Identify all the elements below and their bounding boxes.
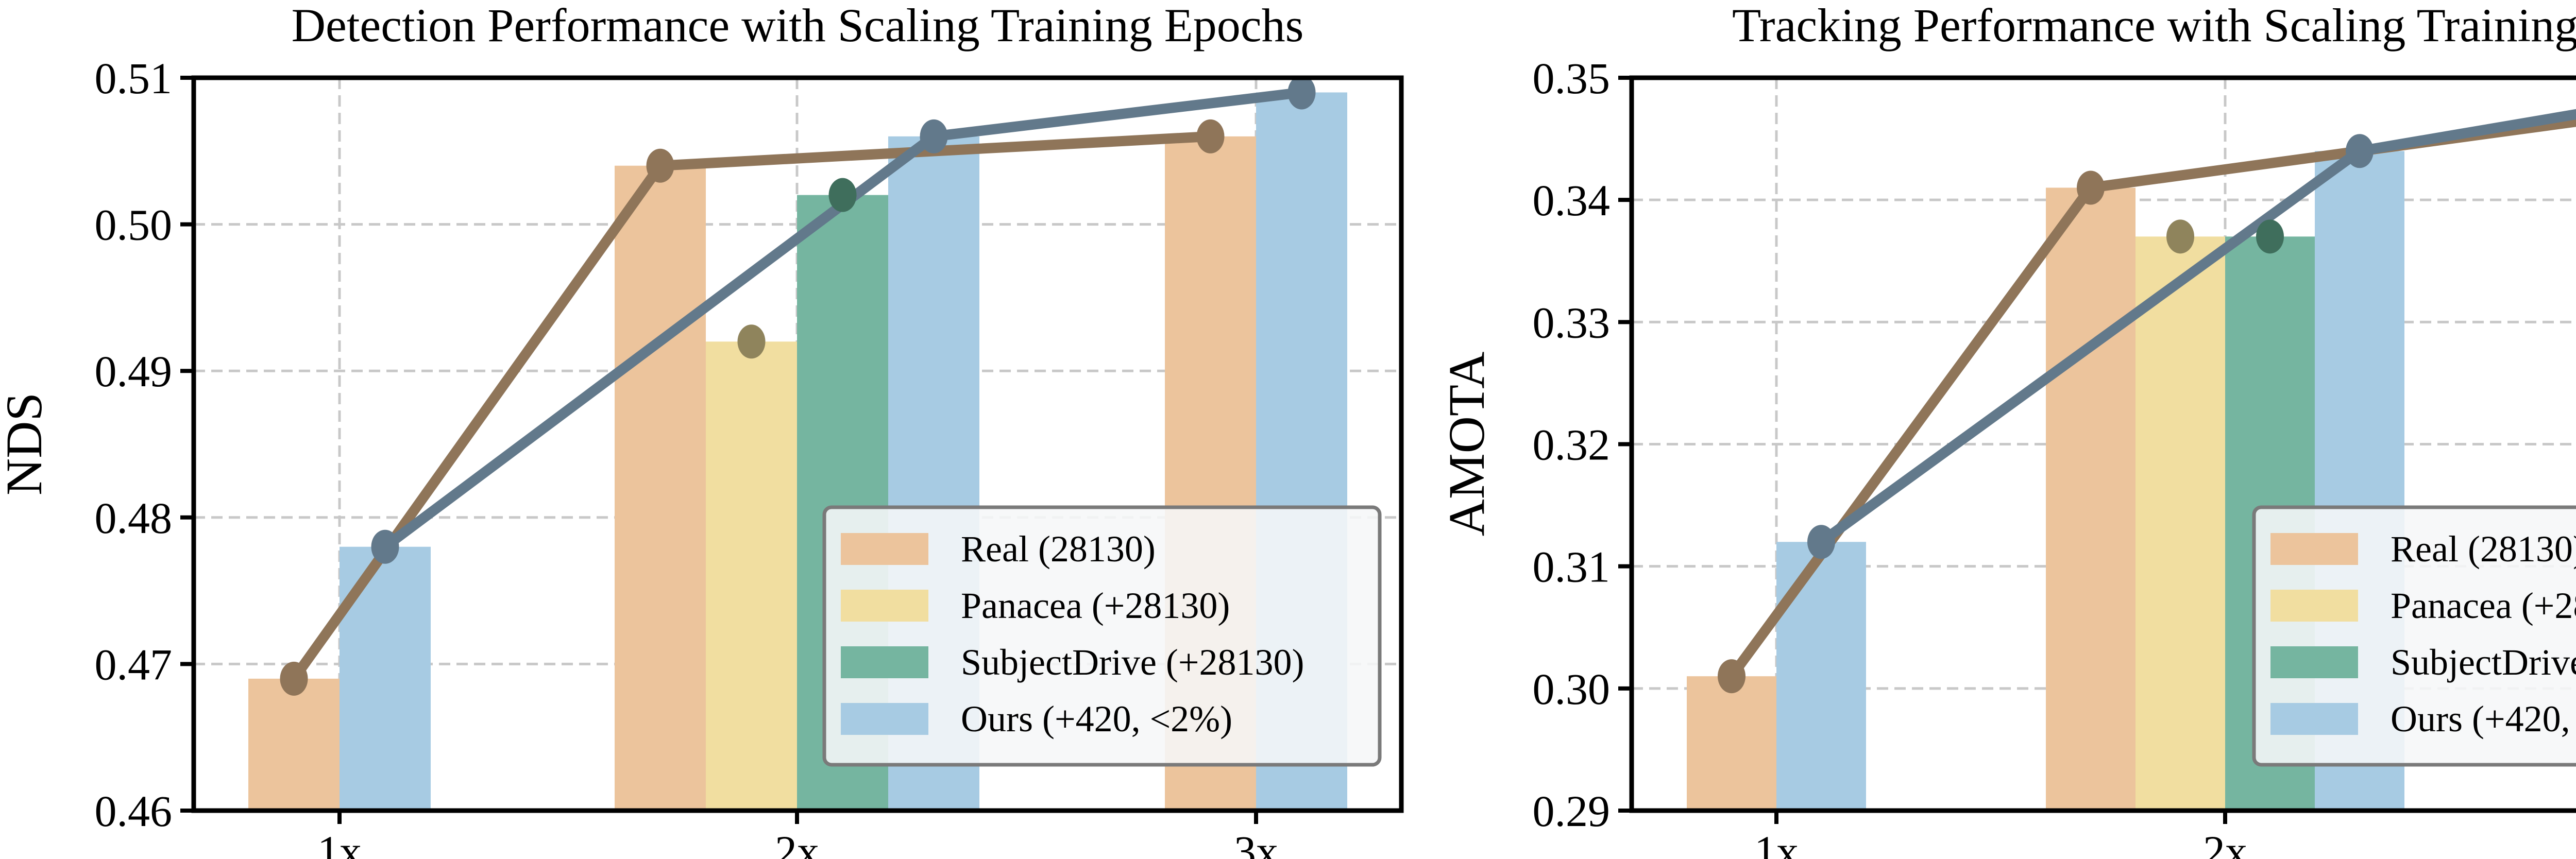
x-tick-label: 1x (317, 827, 362, 859)
marker-real-1x (1718, 659, 1745, 694)
y-tick-label: 0.35 (1533, 54, 1611, 103)
y-tick-label: 0.50 (95, 200, 173, 250)
chart-title: Detection Performance with Scaling Train… (292, 0, 1304, 51)
legend-label-subjectdrive: SubjectDrive (+28130) (961, 642, 1304, 683)
y-tick-label: 0.49 (95, 347, 173, 396)
legend: Real (28130) Panacea (+28130) SubjectDrive… (2252, 505, 2576, 767)
x-tick-label: 1x (1754, 827, 1799, 859)
y-tick-label: 0.32 (1533, 420, 1611, 470)
legend-swatch-panacea (841, 590, 928, 622)
legend-swatch-ours (841, 703, 928, 735)
marker-ours-2x (2346, 134, 2374, 168)
bar-real-2x (615, 165, 706, 811)
marker-ours-1x (1807, 525, 1835, 559)
marker-real-1x (280, 661, 308, 696)
y-tick-label: 0.31 (1533, 542, 1611, 592)
marker-real-2x (2077, 170, 2105, 205)
bar-real-1x (248, 678, 340, 811)
y-tick-label: 0.51 (95, 54, 173, 103)
bar-ours-1x (340, 546, 431, 811)
chart-title: Tracking Performance with Scaling Traini… (1732, 0, 2576, 51)
legend-swatch-real (2270, 533, 2358, 565)
markers (280, 75, 1316, 696)
legend-label-ours: Ours (+420, <2%) (961, 698, 1232, 740)
marker-real-3x (1196, 119, 1225, 153)
detection-chart: Detection Performance with Scaling Train… (0, 0, 1404, 859)
marker-ours-1x (371, 529, 399, 564)
y-tick-label: 0.29 (1533, 786, 1611, 836)
marker-panacea-2x (737, 324, 766, 359)
legend-box (822, 505, 1382, 767)
markers (1718, 134, 2374, 694)
y-tick-label: 0.33 (1533, 298, 1611, 347)
bar-real-2x (2046, 187, 2136, 811)
marker-ours-3x (1287, 75, 1316, 110)
legend-label-panacea: Panacea (+28130) (961, 585, 1230, 626)
legend-label-ours: Ours (+420, <2%) (2391, 698, 2576, 740)
legend-swatch-panacea (2270, 590, 2358, 622)
marker-real-2x (646, 148, 674, 183)
y-tick-label: 0.30 (1533, 664, 1611, 714)
y-axis-label: NDS (0, 392, 53, 495)
legend: Real (28130) Panacea (+28130) SubjectDrive… (822, 505, 1382, 767)
bar-ours-1x (1776, 542, 1866, 811)
legend-label-panacea: Panacea (+28130) (2391, 585, 2576, 626)
x-tick-label: 3x (1234, 827, 1278, 859)
x-tick-label: 2x (2203, 827, 2247, 859)
axes: 0.46 0.47 0.48 0.49 0.50 0.51 1x 2x 3x (95, 54, 1404, 859)
legend-label-subjectdrive: SubjectDrive (+28130) (2391, 642, 2576, 683)
bar-panacea-2x (2136, 236, 2225, 811)
legend-swatch-subjectdrive (2270, 646, 2358, 678)
legend-swatch-real (841, 533, 928, 565)
tracking-chart: Tracking Performance with Scaling Traini… (1438, 0, 2576, 859)
bar-panacea-2x (706, 341, 797, 811)
x-tick-label: 2x (775, 827, 819, 859)
y-tick-label: 0.46 (95, 786, 173, 836)
legend-label-real: Real (28130) (961, 528, 1156, 570)
legend-label-real: Real (28130) (2391, 528, 2576, 570)
marker-subjectdrive-2x (828, 178, 857, 212)
y-tick-label: 0.34 (1533, 176, 1611, 225)
legend-swatch-subjectdrive (841, 646, 928, 678)
y-tick-label: 0.48 (95, 493, 173, 543)
marker-subjectdrive-2x (2256, 219, 2284, 254)
marker-ours-2x (920, 119, 948, 153)
y-tick-label: 0.47 (95, 640, 173, 689)
bar-real-1x (1687, 676, 1776, 811)
legend-swatch-ours (2270, 703, 2358, 735)
marker-panacea-2x (2166, 219, 2194, 254)
legend-box (2252, 505, 2576, 767)
axes: 0.290.300.310.320.330.340.351x2x3x (1533, 54, 2576, 859)
y-axis-label: AMOTA (1438, 352, 1495, 537)
